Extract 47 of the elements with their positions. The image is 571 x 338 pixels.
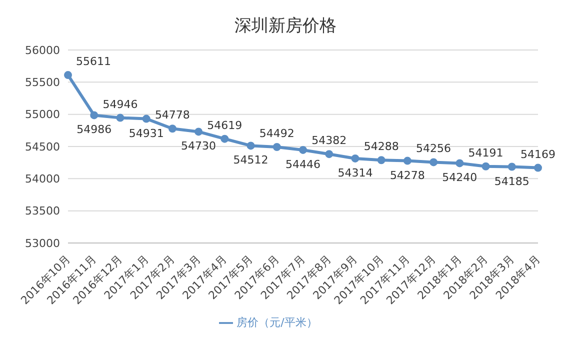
- point: [377, 156, 386, 164]
- data-label: 54278: [390, 168, 425, 182]
- data-label: 54931: [128, 126, 164, 140]
- point: [272, 143, 281, 152]
- point: [299, 146, 307, 154]
- point: [142, 114, 150, 123]
- chart-title: 深圳新房价格: [234, 15, 338, 38]
- point: [194, 128, 203, 136]
- point: [246, 142, 255, 150]
- point: [351, 154, 360, 162]
- point: [482, 162, 490, 170]
- data-label: 54382: [312, 134, 347, 148]
- point: [534, 164, 542, 172]
- point: [220, 134, 229, 143]
- y-tick-label: 54000: [25, 172, 60, 186]
- data-label: 54314: [338, 166, 373, 180]
- legend-label: 房价（元/平米）: [236, 316, 318, 329]
- data-label: 54240: [442, 171, 478, 184]
- data-label: 55611: [76, 55, 111, 68]
- point: [168, 124, 176, 133]
- y-tick-label: 53500: [25, 204, 60, 218]
- point: [508, 162, 516, 171]
- point: [403, 156, 412, 165]
- y-tick-label: 54500: [25, 140, 60, 154]
- y-tick-label: 53000: [25, 236, 60, 250]
- y-tick-label: 56000: [25, 44, 60, 57]
- data-label: 54256: [416, 142, 452, 156]
- point: [430, 158, 438, 166]
- data-label: 54986: [76, 123, 112, 136]
- point: [64, 71, 72, 80]
- data-label: 54169: [520, 148, 556, 161]
- data-label: 54185: [494, 174, 530, 188]
- point: [90, 111, 98, 120]
- data-label: 54191: [468, 146, 504, 160]
- data-label: 54946: [102, 98, 138, 111]
- data-label: 54492: [259, 127, 294, 140]
- data-label: 54730: [181, 140, 216, 153]
- data-label: 54778: [154, 108, 190, 122]
- point: [116, 114, 124, 122]
- data-label: 54512: [233, 154, 268, 167]
- y-tick-label: 55500: [25, 76, 60, 90]
- data-label: 54288: [364, 140, 399, 154]
- point: [325, 150, 334, 158]
- point: [456, 159, 464, 168]
- data-label: 54446: [286, 158, 320, 171]
- data-label: 54619: [207, 118, 242, 132]
- y-tick-label: 55000: [25, 108, 60, 122]
